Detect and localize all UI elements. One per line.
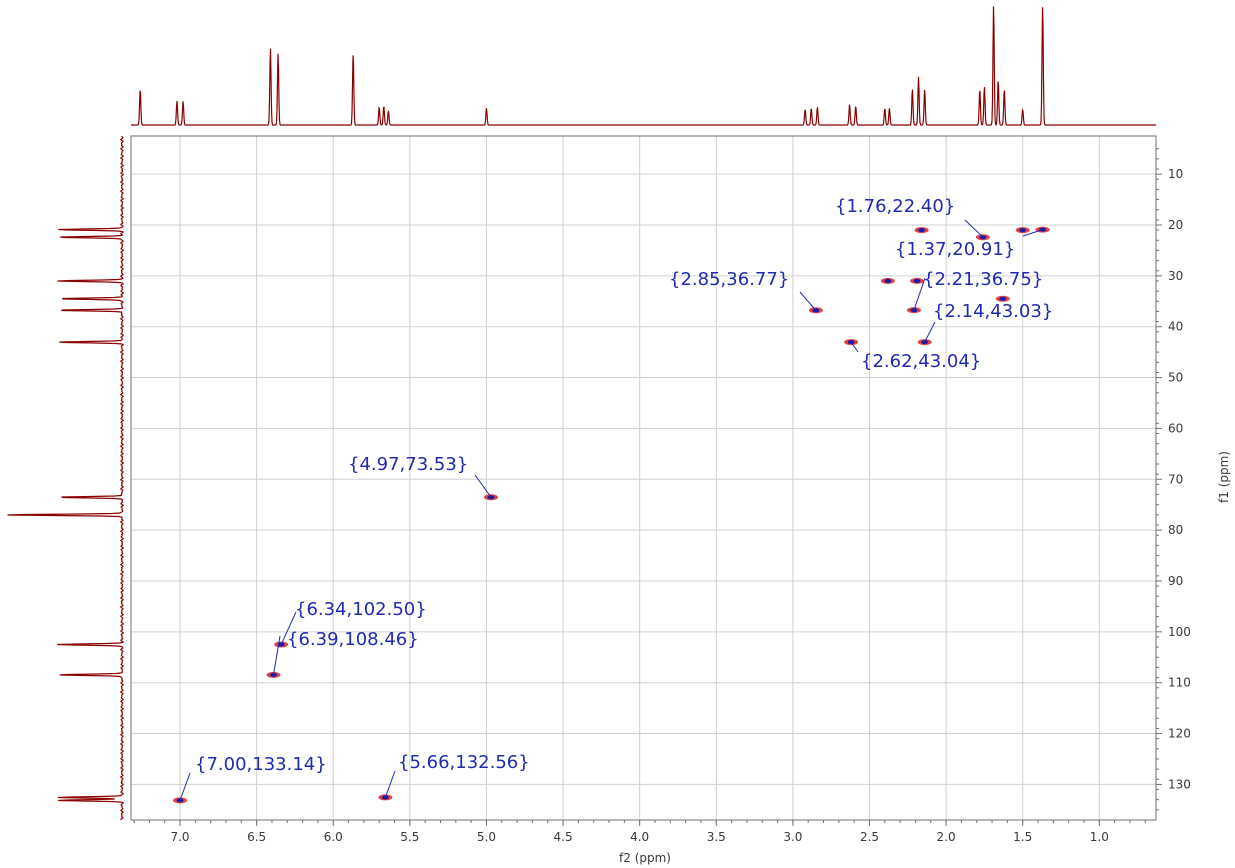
x-axis-label: f2 (ppm) — [619, 851, 671, 865]
correlation-peak — [914, 227, 929, 234]
y-tick-label: 90 — [1168, 574, 1183, 588]
peak-label-leader — [799, 291, 817, 311]
peak-label-leader — [913, 277, 926, 311]
y-tick-label: 80 — [1168, 523, 1183, 537]
correlation-peak — [995, 295, 1010, 302]
peak-label-leader — [280, 611, 297, 645]
x-tick-label: 4.0 — [630, 830, 649, 844]
x-tick-label: 2.0 — [937, 830, 956, 844]
y-tick-label: 120 — [1168, 727, 1191, 741]
peak-label: {5.66,132.56} — [398, 752, 530, 773]
correlation-peak — [880, 277, 895, 284]
x-tick-label: 1.0 — [1090, 830, 1109, 844]
f1-projection-spectrum — [7, 136, 125, 821]
y-tick-label: 130 — [1168, 777, 1191, 791]
peak-core — [913, 278, 921, 283]
x-tick-label: 6.0 — [324, 830, 343, 844]
peak-core — [884, 278, 892, 283]
f2-projection-spectrum — [131, 6, 1156, 127]
plot-border — [130, 135, 1157, 821]
plot-frame — [130, 135, 1157, 821]
peak-label: {2.85,36.77} — [669, 269, 789, 290]
peak-labels: {7.00,133.14} {5.66,132.56} {6.39,108.46} {… — [179, 196, 1053, 801]
peak-label-leader — [272, 635, 281, 675]
peak-label: {2.21,36.75} — [923, 269, 1043, 290]
peak-label: {6.34,102.50} — [295, 599, 427, 620]
y-tick-label: 60 — [1168, 421, 1183, 435]
peak-core — [999, 296, 1007, 301]
peak-label-leader — [384, 770, 396, 798]
y-tick-label: 20 — [1168, 218, 1183, 232]
x-tick-label: 7.0 — [170, 830, 189, 844]
peak-label: {4.97,73.53} — [348, 454, 468, 475]
peak-label: {1.76,22.40} — [835, 196, 955, 217]
f1-projection-trace — [7, 136, 125, 821]
y-tick-label: 40 — [1168, 320, 1183, 334]
peak-label-leader — [1022, 229, 1043, 237]
peak-core — [918, 228, 926, 233]
y-tick-label: 110 — [1168, 676, 1191, 690]
x-tick-label: 3.5 — [707, 830, 726, 844]
correlation-peaks — [173, 226, 1050, 804]
y-tick-label: 30 — [1168, 269, 1183, 283]
peak-label: {6.39,108.46} — [287, 629, 419, 650]
x-tick-label: 1.5 — [1013, 830, 1032, 844]
y-tick-label: 100 — [1168, 625, 1191, 639]
x-tick-label: 6.5 — [247, 830, 266, 844]
peak-label-leader — [179, 772, 191, 801]
peak-label-leader — [474, 474, 492, 498]
peak-label: {7.00,133.14} — [195, 754, 327, 775]
y-tick-label: 50 — [1168, 371, 1183, 385]
x-tick-label: 3.0 — [783, 830, 802, 844]
peak-label: {2.14,43.03} — [933, 301, 1053, 322]
peak-label: {2.62,43.04} — [861, 351, 981, 372]
x-tick-label: 4.5 — [554, 830, 573, 844]
peak-core — [1019, 228, 1027, 233]
x-tick-label: 2.5 — [860, 830, 879, 844]
x-tick-label: 5.0 — [477, 830, 496, 844]
peak-label-leader — [924, 321, 936, 343]
y-tick-label: 10 — [1168, 167, 1183, 181]
correlation-peak — [1015, 227, 1030, 234]
y-tick-label: 70 — [1168, 472, 1183, 486]
y-axis-ticks: 10 20 30 40 50 60 70 80 90 100 110 120 130 — [1156, 148, 1191, 811]
f2-projection-trace — [131, 6, 1156, 127]
y-axis-label: f1 (ppm) — [1217, 451, 1231, 503]
correlation-peak — [909, 277, 924, 284]
peak-label-leader — [964, 219, 984, 238]
peak-label: {1.37,20.91} — [895, 239, 1015, 260]
x-tick-label: 5.5 — [400, 830, 419, 844]
peak-label-leader — [850, 341, 859, 353]
x-axis-ticks: 7.0 6.5 6.0 5.5 5.0 4.5 4.0 3.5 3.0 2.5 2.0 1.5 1.0 — [133, 820, 1146, 844]
grid-layer — [131, 136, 1156, 820]
